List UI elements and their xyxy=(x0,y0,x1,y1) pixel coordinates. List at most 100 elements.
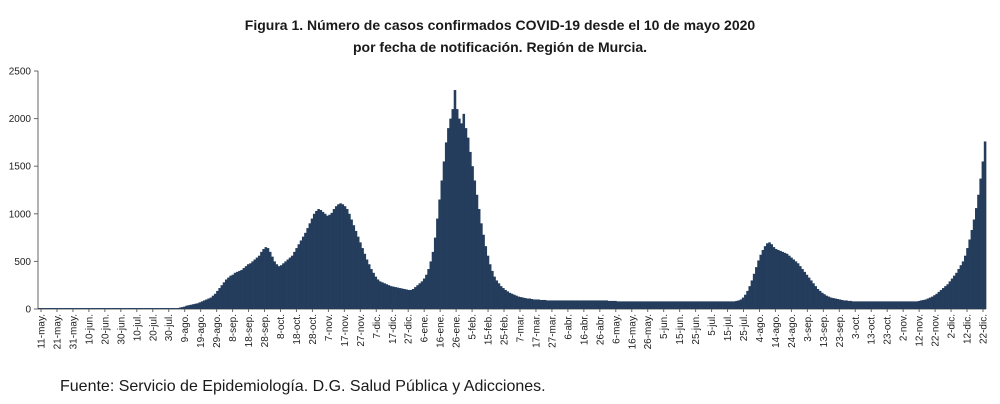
x-tick-label: 30-jun. xyxy=(116,314,127,345)
x-tick-label: 14-ago. xyxy=(771,314,782,348)
x-tick-label: 31-may. xyxy=(68,314,79,349)
bar xyxy=(814,286,817,309)
bar xyxy=(966,248,969,309)
bar xyxy=(873,301,877,309)
bar xyxy=(77,308,81,309)
bar xyxy=(220,285,224,309)
bar xyxy=(838,299,842,309)
bar xyxy=(552,300,556,309)
bar xyxy=(60,308,63,309)
x-tick-label: 25-feb. xyxy=(500,314,511,345)
bar xyxy=(669,301,672,309)
bar xyxy=(315,210,318,309)
bar xyxy=(211,295,215,309)
bar xyxy=(546,300,549,309)
bar xyxy=(587,300,591,309)
bar xyxy=(458,118,461,309)
bar xyxy=(860,301,864,309)
bar xyxy=(561,300,565,309)
bar xyxy=(746,290,749,309)
bar xyxy=(660,301,664,309)
x-tick-label: 28-sep. xyxy=(260,314,271,347)
bar xyxy=(706,301,710,309)
x-tick-label: 27-nov. xyxy=(356,314,367,347)
bar xyxy=(231,274,235,309)
x-tick-label: 28-oct. xyxy=(308,314,319,345)
bar xyxy=(788,255,791,309)
bar xyxy=(678,301,681,309)
x-tick-label: 7-mar. xyxy=(515,314,526,342)
bar xyxy=(759,254,762,309)
bar xyxy=(939,289,943,309)
bar xyxy=(579,300,582,309)
bar xyxy=(343,206,347,309)
bar xyxy=(246,264,250,309)
bar xyxy=(70,308,74,309)
bar xyxy=(169,308,173,309)
bar xyxy=(488,264,492,309)
bar xyxy=(616,301,620,309)
x-tick-label: 11-may. xyxy=(37,314,48,349)
bar xyxy=(370,269,373,309)
y-tick-label: 2500 xyxy=(9,67,32,78)
bar xyxy=(926,298,930,309)
bar xyxy=(539,299,543,309)
bar xyxy=(449,118,452,309)
bar xyxy=(590,300,593,309)
bar xyxy=(515,295,518,309)
bar xyxy=(312,213,316,309)
bar xyxy=(389,286,393,309)
bar xyxy=(66,308,70,309)
x-tick-label: 7-dic. xyxy=(372,314,383,338)
bar xyxy=(444,142,448,309)
bar xyxy=(849,300,853,309)
bar xyxy=(942,288,945,309)
bar xyxy=(653,301,657,309)
bar xyxy=(152,308,155,309)
bar xyxy=(594,300,598,309)
bar xyxy=(513,294,516,309)
x-tick-label: 21-may. xyxy=(52,314,63,349)
bar xyxy=(530,299,534,309)
bar xyxy=(953,275,956,309)
bar xyxy=(968,239,971,309)
bar xyxy=(53,308,56,309)
bar xyxy=(396,287,400,309)
bar xyxy=(689,301,692,309)
bar xyxy=(915,301,919,309)
bar xyxy=(436,218,439,309)
bar xyxy=(614,300,617,309)
bar xyxy=(823,294,826,309)
bar xyxy=(728,301,732,309)
bar xyxy=(900,301,903,309)
bar xyxy=(95,308,98,309)
bar xyxy=(387,285,391,309)
bar xyxy=(733,301,736,309)
x-tick-label: 26-ene. xyxy=(452,314,463,348)
bar xyxy=(44,308,48,309)
bar xyxy=(975,208,978,309)
bar xyxy=(108,308,111,309)
bar xyxy=(484,246,488,309)
bar xyxy=(631,301,635,309)
x-tick-label: 26-abr. xyxy=(595,314,606,345)
x-tick-label: 6-ene. xyxy=(420,314,431,342)
bar xyxy=(202,300,206,309)
bar xyxy=(304,232,307,309)
x-tick-label: 5-feb. xyxy=(468,314,479,340)
bar xyxy=(301,236,305,309)
bar xyxy=(684,301,688,309)
bar xyxy=(625,301,628,309)
bar xyxy=(750,280,754,309)
x-tick-label: 4-ago. xyxy=(755,314,766,342)
bar xyxy=(832,298,835,309)
bar xyxy=(876,301,879,309)
bar xyxy=(836,299,839,309)
bar xyxy=(273,261,276,309)
bar xyxy=(323,213,327,309)
bar xyxy=(251,261,254,309)
bar xyxy=(662,301,666,309)
bar xyxy=(865,301,868,309)
bar xyxy=(847,300,850,309)
x-tick-label: 17-nov. xyxy=(340,314,351,347)
